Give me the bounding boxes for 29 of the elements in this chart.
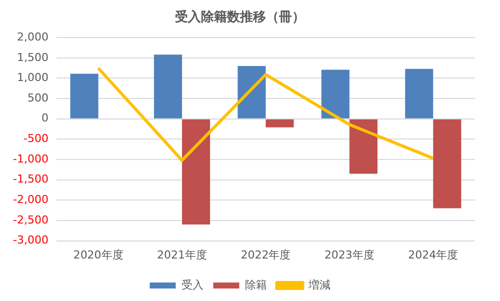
legend-label: 増減	[307, 278, 330, 292]
chart-title: 受入除籍数推移（冊）	[174, 9, 305, 26]
x-tick-label: 2024年度	[408, 248, 458, 262]
bar	[321, 70, 350, 118]
legend-label: 受入	[181, 278, 204, 292]
bar	[238, 66, 266, 118]
y-tick-label: -3,000	[12, 234, 48, 247]
y-tick-label: -2,000	[12, 193, 48, 206]
y-tick-label: -1,500	[12, 172, 48, 186]
y-tick-label: -2,500	[12, 213, 48, 226]
y-tick-label: 1,500	[16, 50, 48, 64]
bar	[266, 119, 294, 128]
bar	[349, 119, 378, 174]
x-tick-label: 2023年度	[324, 248, 374, 262]
x-tick-label: 2022年度	[240, 248, 291, 262]
x-tick-label: 2021年度	[157, 248, 208, 262]
y-tick-label: 500	[27, 91, 48, 104]
bar	[70, 74, 98, 118]
y-tick-label: 1,000	[16, 71, 48, 84]
y-tick-label: 0	[41, 112, 48, 125]
bar	[433, 119, 462, 208]
y-tick-label: -500	[23, 132, 48, 146]
legend-label: 除籍	[244, 278, 267, 292]
y-tick-label: -1,000	[12, 152, 48, 166]
bar	[405, 68, 434, 118]
y-tick-label: 2,000	[16, 30, 48, 44]
x-tick-label: 2020年度	[73, 248, 124, 262]
bar	[182, 119, 210, 225]
bar	[154, 54, 182, 118]
